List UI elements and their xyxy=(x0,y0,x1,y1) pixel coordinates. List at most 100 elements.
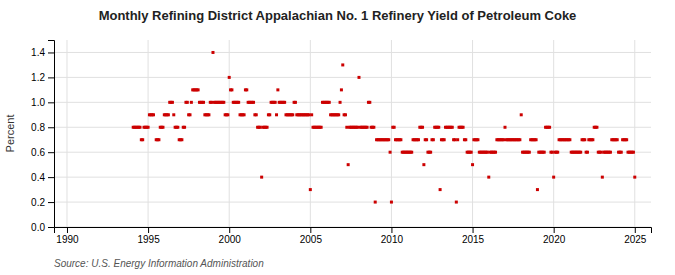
point xyxy=(520,113,523,116)
y-tick-mark xyxy=(48,102,54,103)
point xyxy=(138,126,141,129)
grid-line-y xyxy=(54,77,651,78)
grid-line-y xyxy=(54,177,651,178)
y-tick-mark xyxy=(48,127,54,128)
grid xyxy=(54,40,651,227)
point xyxy=(599,151,602,154)
point xyxy=(210,101,213,104)
point xyxy=(180,138,183,141)
point xyxy=(275,113,278,116)
point xyxy=(259,126,262,129)
point xyxy=(595,126,598,129)
point xyxy=(410,151,413,154)
point xyxy=(167,113,170,116)
y-tick-label: 0.4 xyxy=(31,172,45,183)
point xyxy=(197,88,200,91)
source-note: Source: U.S. Energy Information Administ… xyxy=(54,258,264,269)
point xyxy=(393,126,396,129)
x-tick-label: 2000 xyxy=(219,234,242,245)
point xyxy=(437,126,440,129)
plot-area: 199019952000200520102015202020250.00.20.… xyxy=(31,40,651,245)
x-axis: 19901995200020052010201520202025 xyxy=(55,227,652,245)
x-tick-label: 2005 xyxy=(300,234,323,245)
x-tick: 1990 xyxy=(56,227,79,245)
grid-line-x xyxy=(148,40,149,227)
point xyxy=(283,101,286,104)
x-axis-line xyxy=(55,228,652,234)
point xyxy=(176,126,179,129)
y-tick: 0.0 xyxy=(31,222,54,233)
point xyxy=(266,126,269,129)
point xyxy=(147,126,150,129)
point xyxy=(245,88,248,91)
y-axis-title: Percent xyxy=(4,115,16,153)
point xyxy=(417,138,420,141)
point xyxy=(568,138,571,141)
point xyxy=(462,126,465,129)
point xyxy=(609,151,612,154)
point xyxy=(228,76,231,79)
y-tick-label: 0.2 xyxy=(31,197,45,208)
point xyxy=(188,113,191,116)
y-tick-mark xyxy=(48,152,54,153)
point xyxy=(429,151,432,154)
point xyxy=(260,176,263,179)
point xyxy=(616,138,619,141)
point xyxy=(294,101,297,104)
y-tick-mark xyxy=(48,52,54,53)
x-tick-label: 2010 xyxy=(381,234,404,245)
point xyxy=(161,126,164,129)
point xyxy=(471,163,474,166)
point xyxy=(328,101,331,104)
point xyxy=(291,113,294,116)
point xyxy=(243,113,246,116)
point xyxy=(586,151,589,154)
point xyxy=(425,138,428,141)
point xyxy=(320,126,323,129)
grid-line-x xyxy=(66,40,67,227)
point xyxy=(632,151,635,154)
x-tick: 2010 xyxy=(381,227,404,245)
grid-line-x xyxy=(553,40,554,227)
point xyxy=(207,113,210,116)
point xyxy=(183,126,186,129)
y-tick: 1.0 xyxy=(31,97,54,108)
point xyxy=(202,101,205,104)
point xyxy=(439,188,442,191)
point xyxy=(633,176,636,179)
x-tick: 2025 xyxy=(624,227,647,245)
point xyxy=(421,126,424,129)
point xyxy=(152,113,155,116)
point xyxy=(368,101,371,104)
x-tick-mark xyxy=(554,227,555,233)
x-tick-mark xyxy=(391,227,392,233)
x-tick: 2005 xyxy=(300,227,323,245)
point xyxy=(556,151,559,154)
point xyxy=(356,126,359,129)
point xyxy=(310,113,313,116)
point xyxy=(487,176,490,179)
y-axis: 0.00.20.40.60.81.01.21.4 xyxy=(31,41,54,233)
x-tick-mark xyxy=(635,227,636,233)
y-tick: 0.4 xyxy=(31,172,54,183)
y-tick-label: 0.8 xyxy=(31,122,45,133)
point xyxy=(536,188,539,191)
point xyxy=(211,51,214,54)
point xyxy=(548,126,551,129)
grid-line-x xyxy=(634,40,635,227)
point xyxy=(252,101,255,104)
y-axis-line xyxy=(48,41,55,228)
point xyxy=(230,88,233,91)
grid-line-y xyxy=(54,102,651,103)
x-tick-mark xyxy=(229,227,230,233)
point xyxy=(451,126,454,129)
y-tick-label: 1.4 xyxy=(31,47,45,58)
point xyxy=(276,88,279,91)
point xyxy=(341,63,344,66)
point xyxy=(551,151,554,154)
grid-line-x xyxy=(472,40,473,227)
point xyxy=(268,113,271,116)
y-tick-mark xyxy=(48,177,54,178)
point xyxy=(171,101,174,104)
x-tick-mark xyxy=(310,227,311,233)
